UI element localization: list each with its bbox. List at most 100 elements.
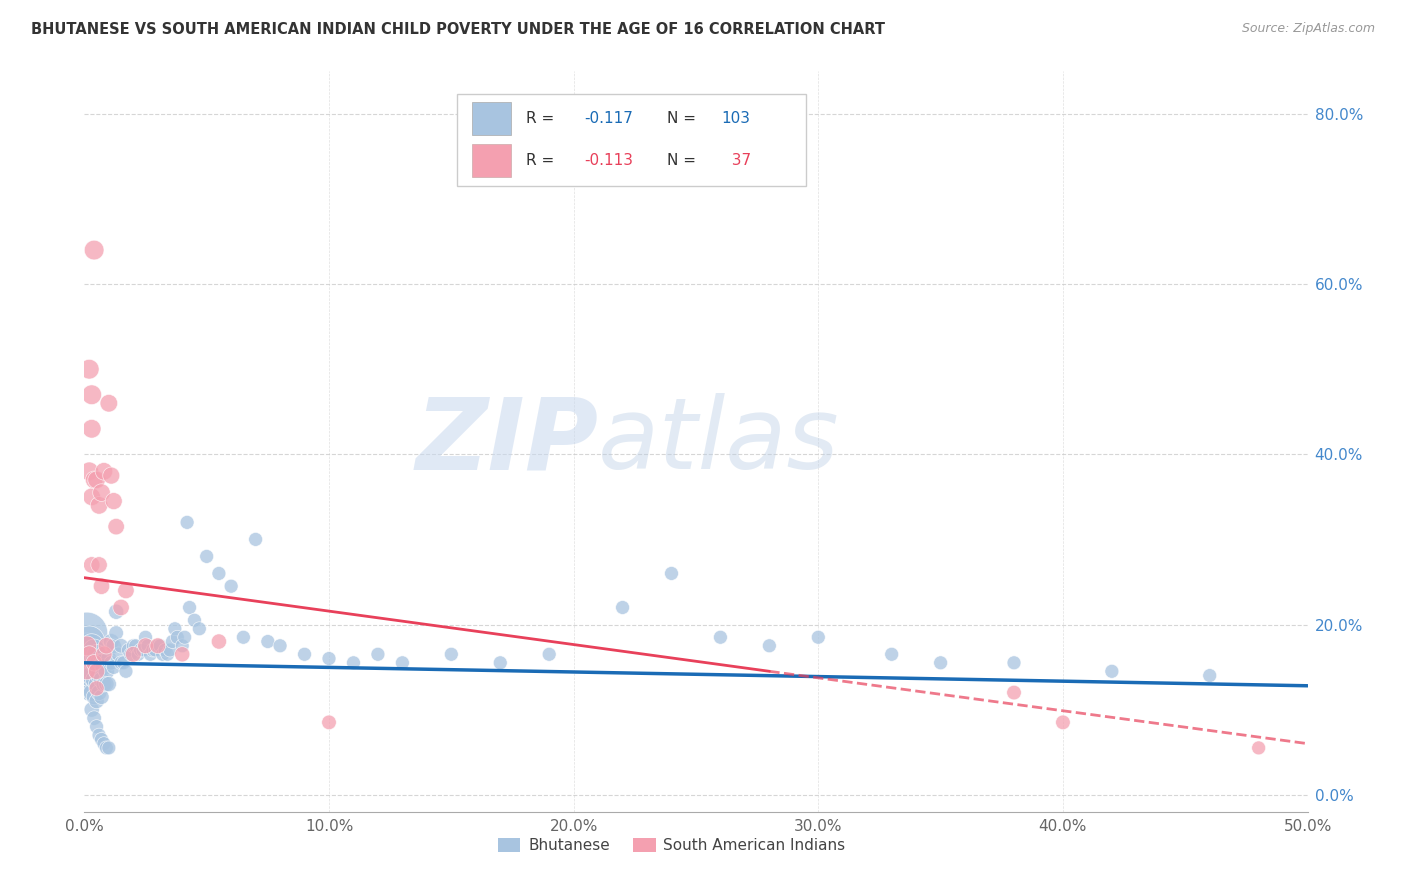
Point [1002, 656, 1025, 670]
Point [93, 648, 115, 662]
Point [110, 656, 132, 670]
FancyBboxPatch shape [457, 94, 806, 186]
Point [80, 703, 103, 717]
Point [97, 396, 120, 410]
Point [162, 634, 184, 648]
Point [103, 660, 125, 674]
Point [115, 665, 138, 679]
Point [440, 648, 463, 662]
Point [96, 677, 118, 691]
Point [391, 656, 413, 670]
Point [146, 639, 169, 653]
Point [90, 485, 112, 500]
Point [1101, 665, 1123, 679]
Point [80, 668, 103, 682]
Point [153, 643, 176, 657]
Point [117, 643, 139, 657]
Point [87, 558, 110, 572]
Point [125, 639, 148, 653]
Point [90, 579, 112, 593]
Point [758, 639, 780, 653]
Point [105, 605, 128, 619]
Point [83, 711, 105, 725]
Point [127, 648, 149, 662]
Point [87, 499, 110, 513]
Point [76, 677, 98, 691]
Point [100, 634, 122, 648]
Point [76, 626, 98, 640]
Point [80, 685, 103, 699]
Point [76, 639, 98, 653]
Point [87, 685, 110, 699]
Point [142, 643, 165, 657]
Point [245, 533, 267, 547]
Point [166, 630, 188, 644]
Point [93, 737, 115, 751]
Point [103, 494, 125, 508]
Point [77, 685, 100, 699]
Point [100, 468, 122, 483]
Point [122, 639, 145, 653]
Point [86, 648, 108, 662]
Text: 103: 103 [721, 112, 751, 126]
Point [538, 648, 561, 662]
Point [188, 622, 211, 636]
Point [80, 388, 103, 402]
Point [93, 660, 115, 674]
Point [136, 639, 159, 653]
Point [152, 648, 174, 662]
Point [1247, 740, 1270, 755]
Point [294, 648, 316, 662]
Point [96, 639, 118, 653]
Point [172, 639, 194, 653]
Point [93, 464, 115, 478]
Point [112, 656, 135, 670]
Point [83, 656, 105, 670]
Point [80, 490, 103, 504]
Point [97, 740, 120, 755]
Point [83, 473, 105, 487]
Point [80, 422, 103, 436]
Point [232, 630, 254, 644]
Point [219, 579, 242, 593]
Point [87, 668, 110, 682]
FancyBboxPatch shape [472, 144, 512, 177]
Text: N =: N = [666, 112, 700, 126]
Point [208, 634, 231, 648]
Point [1052, 715, 1074, 730]
Point [105, 626, 128, 640]
Point [156, 648, 179, 662]
Point [77, 668, 100, 682]
Point [173, 630, 195, 644]
Point [183, 613, 205, 627]
Point [86, 677, 108, 691]
Text: N =: N = [666, 153, 700, 168]
Point [135, 630, 157, 644]
Text: R =: R = [526, 112, 560, 126]
Point [77, 648, 100, 662]
Point [80, 639, 103, 653]
Point [143, 643, 166, 657]
Point [172, 648, 194, 662]
Point [110, 639, 132, 653]
Legend: Bhutanese, South American Indians: Bhutanese, South American Indians [492, 832, 852, 860]
Point [86, 681, 108, 696]
Point [661, 566, 683, 581]
Point [110, 600, 132, 615]
Point [76, 643, 98, 657]
Point [318, 651, 340, 665]
Point [135, 639, 157, 653]
Point [807, 630, 830, 644]
Point [83, 690, 105, 704]
Point [146, 639, 169, 653]
Point [87, 728, 110, 742]
Point [77, 362, 100, 376]
Point [80, 558, 103, 572]
Point [80, 651, 103, 665]
Point [87, 656, 110, 670]
Point [76, 665, 98, 679]
Point [96, 740, 118, 755]
Point [86, 660, 108, 674]
Point [97, 677, 120, 691]
Point [1002, 685, 1025, 699]
